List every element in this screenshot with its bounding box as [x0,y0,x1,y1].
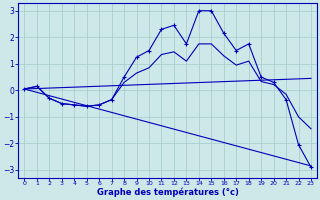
X-axis label: Graphe des températures (°c): Graphe des températures (°c) [97,188,239,197]
